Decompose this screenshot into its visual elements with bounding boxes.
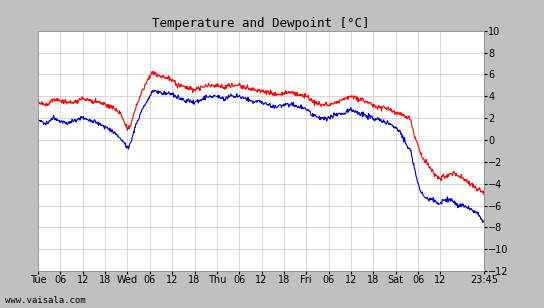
Title: Temperature and Dewpoint [°C]: Temperature and Dewpoint [°C] [152,17,370,30]
Text: www.vaisala.com: www.vaisala.com [5,296,86,305]
